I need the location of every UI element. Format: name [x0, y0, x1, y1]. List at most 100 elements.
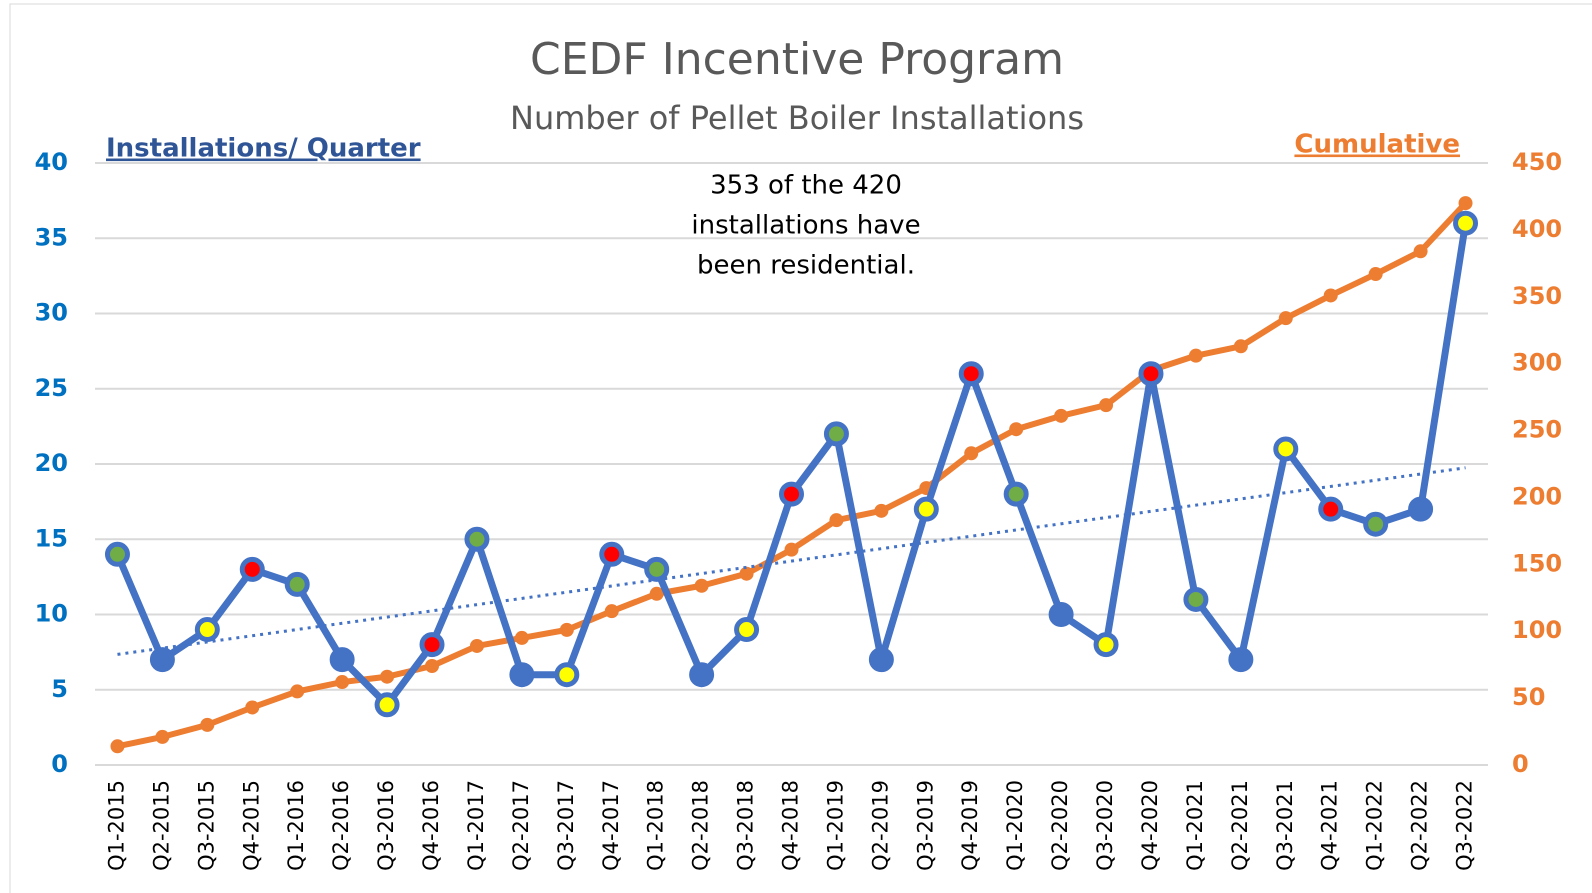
x-tick-label: Q3-2016	[374, 780, 398, 871]
marker	[380, 669, 395, 684]
x-tick-label: Q1-2022	[1363, 780, 1387, 871]
marker	[290, 684, 305, 699]
marker	[694, 578, 709, 593]
x-tick-label: Q3-2021	[1273, 780, 1297, 871]
legend-label: Cumulative	[1294, 130, 1460, 160]
x-tick-label: Q3-2015	[194, 780, 218, 871]
marker	[1453, 210, 1479, 236]
marker	[149, 647, 175, 673]
y-tick-label: 35	[35, 223, 68, 251]
chart-title: CEDF Incentive Program	[530, 34, 1064, 85]
x-tick-label: Q3-2022	[1453, 780, 1477, 871]
marker	[284, 571, 310, 597]
x-tick-label: Q4-2018	[779, 780, 803, 871]
marker	[1228, 647, 1254, 673]
marker	[335, 675, 350, 690]
x-tick-label: Q3-2019	[913, 780, 937, 871]
trendline	[117, 466, 1466, 656]
marker	[514, 630, 529, 645]
x-tick-label: Q4-2019	[958, 780, 982, 871]
chart-subtitle: Number of Pellet Boiler Installations	[510, 99, 1084, 137]
y-tick-label: 25	[35, 374, 68, 402]
marker	[1233, 339, 1248, 354]
annotation: been residential.	[697, 251, 915, 281]
marker	[739, 566, 754, 581]
marker	[194, 617, 220, 643]
y2-tick-label: 0	[1512, 750, 1529, 778]
marker	[110, 739, 125, 754]
marker	[604, 604, 619, 619]
marker	[554, 662, 580, 688]
marker	[958, 361, 984, 387]
y2-tick-label: 400	[1512, 215, 1562, 243]
x-tick-label: Q2-2021	[1228, 780, 1252, 871]
marker	[1093, 632, 1119, 658]
y-tick-label: 0	[51, 750, 68, 778]
x-tick-label: Q3-2020	[1093, 780, 1117, 871]
marker	[200, 717, 215, 732]
x-tick-label: Q1-2017	[464, 780, 488, 871]
marker	[1318, 496, 1344, 522]
marker	[734, 617, 760, 643]
marker	[329, 647, 355, 673]
marker	[1458, 196, 1473, 211]
x-tick-label: Q4-2021	[1318, 780, 1342, 871]
marker	[1009, 422, 1024, 437]
x-tick-label: Q2-2017	[509, 780, 533, 871]
marker	[1138, 361, 1164, 387]
y-tick-label: 30	[35, 299, 68, 327]
y2-tick-label: 250	[1512, 416, 1562, 444]
y2-tick-label: 50	[1512, 683, 1545, 711]
marker	[1048, 602, 1074, 627]
marker	[559, 622, 574, 637]
y2-tick-label: 350	[1512, 282, 1562, 310]
marker	[1323, 288, 1338, 303]
x-tick-label: Q1-2016	[284, 780, 308, 871]
marker	[868, 647, 894, 673]
y2-tick-label: 100	[1512, 616, 1562, 644]
x-tick-label: Q1-2021	[1183, 780, 1207, 871]
marker	[1273, 436, 1299, 462]
marker	[419, 632, 445, 658]
annotation: 353 of the 420	[710, 171, 902, 201]
x-tick-label: Q1-2020	[1003, 780, 1027, 871]
annotation: installations have	[691, 211, 920, 241]
marker	[104, 541, 130, 567]
x-tick-label: Q1-2015	[104, 780, 128, 871]
x-tick-label: Q1-2019	[823, 780, 847, 871]
x-tick-label: Q2-2020	[1048, 780, 1072, 871]
y-tick-label: 15	[35, 524, 68, 552]
marker	[464, 526, 490, 552]
marker	[1188, 348, 1203, 363]
y-tick-label: 5	[51, 675, 68, 703]
marker	[823, 421, 849, 447]
x-tick-label: Q1-2018	[644, 780, 668, 871]
marker	[874, 503, 889, 518]
x-tick-label: Q2-2016	[329, 780, 353, 871]
legend-label: Installations/ Quarter	[106, 134, 421, 164]
x-tick-label: Q4-2020	[1138, 780, 1162, 871]
marker	[155, 729, 170, 744]
x-tick-label: Q4-2016	[419, 780, 443, 871]
marker	[1003, 481, 1029, 507]
marker	[1099, 398, 1114, 413]
marker	[239, 556, 265, 582]
y2-tick-label: 150	[1512, 549, 1562, 577]
y-tick-label: 10	[35, 600, 68, 628]
marker	[509, 662, 535, 688]
marker	[1054, 408, 1069, 423]
x-tick-label: Q2-2019	[868, 780, 892, 871]
x-tick-label: Q2-2015	[149, 780, 173, 871]
y2-tick-label: 200	[1512, 482, 1562, 510]
marker	[469, 638, 484, 653]
marker	[779, 481, 804, 507]
marker	[599, 541, 625, 567]
marker	[1363, 511, 1389, 537]
marker	[1278, 311, 1293, 326]
marker	[1413, 244, 1428, 259]
marker	[1183, 586, 1209, 612]
marker	[829, 513, 844, 528]
marker	[649, 586, 664, 601]
marker	[913, 496, 939, 522]
